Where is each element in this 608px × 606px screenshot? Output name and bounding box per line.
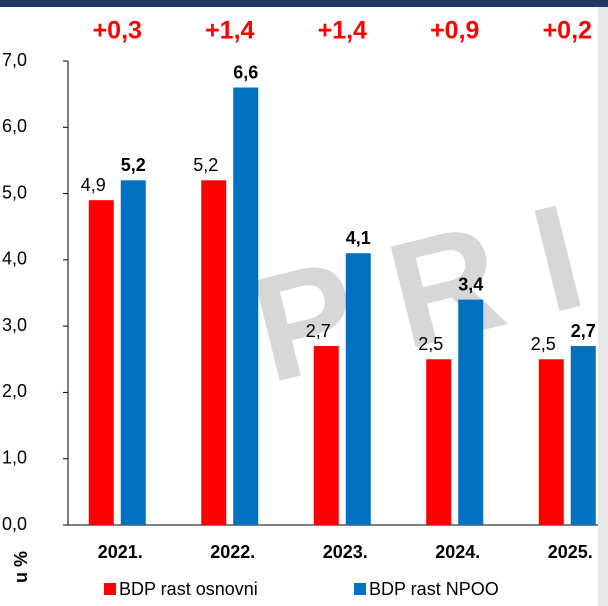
bar (233, 87, 259, 525)
legend-label: BDP rast osnovni (119, 579, 258, 599)
difference-label: +0,2 (543, 17, 592, 45)
value-label: 6,6 (233, 62, 258, 82)
bar (458, 299, 484, 525)
right-strip (598, 7, 608, 606)
y-tick-label: 1,0 (2, 447, 27, 467)
x-tick-label: 2025. (548, 542, 593, 562)
value-label: 5,2 (193, 155, 218, 175)
value-label: 5,2 (121, 155, 146, 175)
value-label: 2,5 (531, 334, 556, 354)
top-band (0, 0, 608, 7)
difference-label: +0,3 (93, 17, 142, 45)
bar (201, 180, 227, 526)
legend-swatch (354, 583, 366, 595)
y-tick-label: 6,0 (2, 116, 27, 136)
y-tick-label: 3,0 (2, 315, 27, 335)
bar (313, 346, 339, 525)
value-label: 2,7 (571, 321, 596, 341)
x-tick-label: 2021. (98, 542, 143, 562)
difference-label: +1,4 (318, 17, 367, 45)
value-label: 2,5 (418, 334, 443, 354)
bar (426, 359, 452, 525)
bar (88, 200, 114, 525)
y-axis-label: u % (11, 551, 31, 583)
x-tick-label: 2022. (210, 542, 255, 562)
value-label: 3,4 (458, 274, 483, 294)
difference-label: +1,4 (205, 17, 254, 45)
y-tick-label: 0,0 (2, 514, 27, 534)
bar (570, 346, 596, 525)
x-tick-label: 2023. (323, 542, 368, 562)
value-label: 4,9 (81, 175, 106, 195)
y-tick-label: 7,0 (2, 50, 27, 70)
value-label: 2,7 (306, 321, 331, 341)
difference-label: +0,9 (430, 17, 479, 45)
x-tick-label: 2024. (435, 542, 480, 562)
bar (538, 359, 564, 525)
bar (345, 253, 371, 525)
legend-label: BDP rast NPOO (369, 579, 499, 599)
y-tick-label: 5,0 (2, 182, 27, 202)
bar (120, 180, 146, 526)
y-tick-label: 4,0 (2, 249, 27, 269)
legend-swatch (104, 583, 116, 595)
y-tick-label: 2,0 (2, 381, 27, 401)
value-label: 4,1 (346, 228, 371, 248)
